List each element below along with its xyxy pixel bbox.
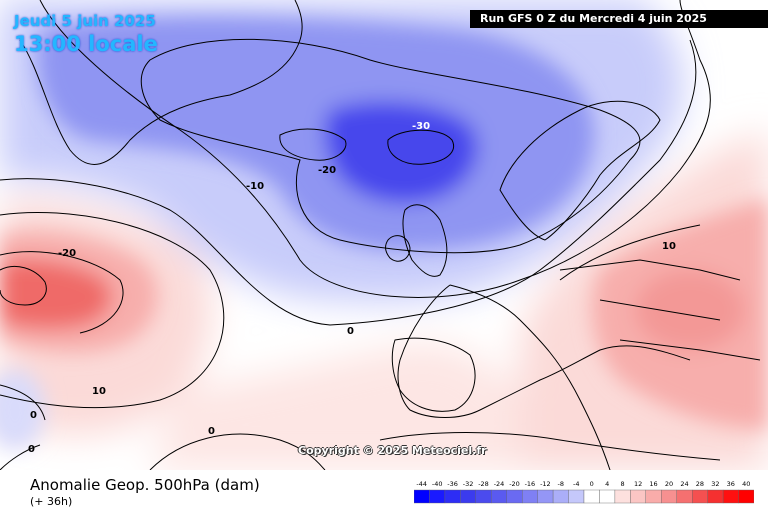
contour-minus-10 [39,0,711,298]
valid-date: Jeudi 5 juin 2025 [14,12,156,30]
positive-anomaly-core-east [635,270,745,350]
legend-swatch [645,489,662,504]
legend-tick-label: 12 [634,480,642,488]
legend-swatch [414,489,430,504]
iberia-coast [391,337,476,412]
south-pale-band [150,342,520,470]
legend-swatch [614,489,631,504]
legend-swatch [583,489,600,504]
contour-label: -20 [58,248,76,259]
contour-minus-30 [387,129,454,165]
legend-tick-label: -12 [540,480,551,488]
footer-bar: Anomalie Geop. 500hPa (dam) (+ 36h) -44-… [0,470,768,512]
contour-zero-southwest-a [0,384,46,421]
legend-tick-label: -32 [463,480,474,488]
contour-label: 0 [30,410,37,421]
legend-swatch [707,489,724,504]
legend-swatch [506,489,523,504]
legend-tick-label: 0 [590,480,594,488]
contour-label: -30 [412,121,430,132]
legend-tick-label: -44 [416,480,427,488]
contour-label: 0 [28,444,35,455]
legend-tick-label: -28 [478,480,489,488]
legend-tick-label: -24 [494,480,505,488]
legend-swatch [661,489,678,504]
legend-tick-label: -20 [509,480,520,488]
coastlines [0,0,761,470]
color-legend: -44 -40 -36 -32 -28 -24 -20 -16 -12 -8 -4 0 4 8 12 16 20… [414,480,754,504]
contour-lines [0,0,711,470]
iceland-coast [279,128,347,161]
legend-swatch [521,489,538,504]
anomaly-map: -30 -20 -10 -20 0 10 10 0 0 0 [0,0,768,470]
legend-swatch [552,489,569,504]
legend-tick-label: 8 [621,480,625,488]
britain-coast [402,204,448,277]
legend-tick-label: 28 [696,480,704,488]
newfoundland-coast [0,266,47,306]
legend-tick-label: 16 [649,480,657,488]
north-africa-coast [379,432,721,461]
positive-anomaly-core-west [0,259,112,329]
forecast-hour: (+ 36h) [30,495,73,508]
legend-tick-label: -40 [432,480,443,488]
contour-label: -10 [246,181,264,192]
legend-swatch [429,489,446,504]
run-banner: Run GFS 0 Z du Mercredi 4 juin 2025 [470,10,768,28]
negative-anomaly-core [324,101,478,204]
contour-label: 10 [92,386,106,397]
legend-swatch [475,489,492,504]
legend-swatch [630,489,647,504]
legend-tick-label: -16 [525,480,536,488]
legend-swatch [738,489,754,504]
contour-plus-10-west [0,212,225,409]
legend-swatch [599,489,616,504]
valid-time: 13:00 locale [14,32,158,56]
contour-plus-10-east [559,224,701,281]
contour-label: 0 [208,426,215,437]
legend-swatch [460,489,477,504]
legend-tick-label: 40 [742,480,750,488]
negative-anomaly-southwest [0,370,45,450]
contour-plus-20 [0,251,124,334]
contour-zero-north [0,39,697,326]
contour-minus-20 [140,38,641,254]
legend-swatch [568,489,585,504]
legend-swatch [722,489,739,504]
legend-swatch [676,489,693,504]
legend-tick-label: 36 [727,480,735,488]
legend-swatch [537,489,554,504]
contour-zero-south [149,433,326,470]
legend-tick-label: -36 [447,480,458,488]
legend-tick-label: -4 [573,480,579,488]
contour-label: 10 [662,241,676,252]
legend-tick-label: 32 [711,480,719,488]
legend-swatch [444,489,461,504]
legend-swatch [491,489,508,504]
contour-zero-southwest-b [0,444,41,470]
contour-label: 0 [347,326,354,337]
legend-swatch [692,489,708,504]
legend-tick-label: 4 [605,480,609,488]
legend-tick-label: 20 [665,480,673,488]
copyright-notice: Copyright © 2025 Meteociel.fr [298,444,487,457]
mediterranean-east-borders [559,259,761,361]
contour-label: -20 [318,165,336,176]
ireland-coast [385,235,411,262]
negative-anomaly-mid [37,16,595,251]
field-title: Anomalie Geop. 500hPa (dam) [30,476,260,494]
legend-tick-label: 24 [680,480,688,488]
europe-coast [397,284,691,470]
legend-tick-label: -8 [558,480,564,488]
